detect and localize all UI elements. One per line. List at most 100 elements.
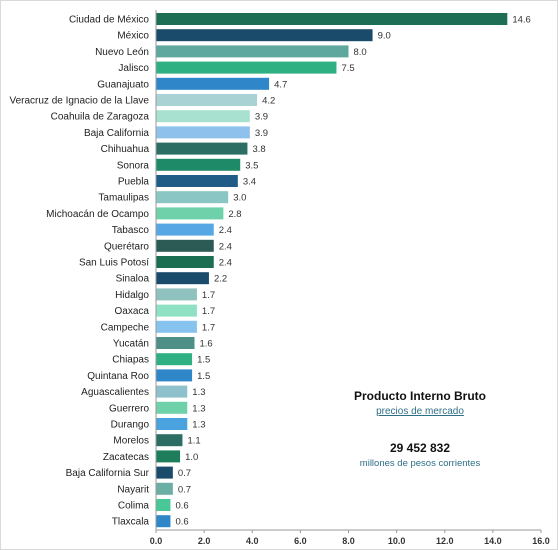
- value-label: 3.9: [255, 112, 268, 123]
- bar: [156, 320, 197, 333]
- info-unit: millones de pesos corrientes: [359, 458, 481, 469]
- value-label: 2.8: [228, 209, 241, 220]
- x-tick-label: 4.0: [246, 536, 259, 546]
- info-box: Producto Interno Bruto precios de mercad…: [340, 389, 500, 469]
- category-label: Guerrero: [109, 403, 149, 414]
- category-label: Michoacán de Ocampo: [46, 209, 149, 220]
- value-label: 1.7: [202, 290, 215, 301]
- info-value: 29 452 832: [389, 441, 451, 455]
- category-label: Guanajuato: [97, 79, 149, 90]
- x-tick-label: 2.0: [198, 536, 211, 546]
- bar: [156, 304, 197, 317]
- category-label: Sinaloa: [116, 274, 150, 285]
- bar: [156, 29, 373, 42]
- category-label: Nuevo León: [95, 47, 149, 58]
- category-label: Baja California: [84, 128, 149, 139]
- value-label: 3.0: [233, 193, 246, 204]
- bar: [156, 499, 171, 511]
- value-label: 1.6: [200, 339, 213, 350]
- bar: [156, 175, 238, 187]
- bar: [156, 515, 171, 528]
- value-label: 3.9: [255, 128, 268, 139]
- bar: [156, 223, 214, 236]
- category-label: Ciudad de México: [69, 15, 149, 26]
- category-label: Jalisco: [118, 63, 149, 74]
- bar: [156, 353, 193, 366]
- value-label: 7.5: [341, 63, 354, 74]
- value-label: 1.5: [197, 355, 210, 366]
- info-title: Producto Interno Bruto: [354, 389, 486, 403]
- category-label: Tamaulipas: [98, 193, 149, 204]
- bar: [156, 239, 214, 252]
- bar: [156, 434, 183, 447]
- x-tick-label: 14.0: [484, 536, 502, 546]
- category-label: Nayarit: [117, 484, 149, 495]
- category-label: Hidalgo: [115, 290, 149, 301]
- value-label: 3.8: [252, 144, 265, 155]
- value-label: 2.4: [219, 225, 232, 236]
- bar: [156, 126, 250, 139]
- value-label: 4.7: [274, 79, 287, 90]
- bar: [156, 207, 224, 220]
- value-label: 2.2: [214, 274, 227, 285]
- category-label: Tlaxcala: [112, 517, 150, 528]
- value-label: 8.0: [354, 47, 367, 58]
- bar: [156, 45, 349, 58]
- bar: [156, 61, 337, 74]
- category-label: Zacatecas: [103, 452, 149, 463]
- value-label: 9.0: [378, 31, 391, 42]
- value-label: 0.7: [178, 468, 191, 479]
- category-label: Chiapas: [112, 355, 149, 366]
- x-tick-label: 6.0: [294, 536, 307, 546]
- category-label: Puebla: [118, 177, 150, 188]
- category-label: Chihuahua: [101, 144, 150, 155]
- value-label: 4.2: [262, 96, 275, 107]
- value-label: 3.5: [245, 160, 258, 171]
- category-label: San Luis Potosí: [79, 258, 149, 269]
- bar: [156, 482, 173, 495]
- bar: [156, 94, 258, 106]
- x-tick-label: 16.0: [532, 536, 550, 546]
- bar: [156, 158, 241, 171]
- bar: [156, 77, 270, 90]
- bar: [156, 401, 188, 414]
- bar: [156, 13, 508, 25]
- value-label: 1.7: [202, 306, 215, 317]
- value-label: 1.1: [187, 436, 200, 447]
- category-label: Quintana Roo: [87, 371, 149, 382]
- bar: [156, 191, 229, 204]
- bar: [156, 110, 250, 123]
- bar: [156, 466, 173, 479]
- bar: [156, 337, 195, 349]
- value-label: 1.3: [192, 387, 205, 398]
- info-subtitle: precios de mercado: [376, 406, 464, 417]
- value-label: 3.4: [243, 177, 256, 188]
- bar: [156, 272, 209, 285]
- category-label: Coahuila de Zaragoza: [51, 112, 150, 123]
- category-label: Campeche: [101, 322, 150, 333]
- value-label: 1.7: [202, 322, 215, 333]
- category-label: Tabasco: [112, 225, 150, 236]
- x-tick-label: 0.0: [150, 536, 163, 546]
- value-label: 2.4: [219, 241, 232, 252]
- category-label: Aguascalientes: [81, 387, 149, 398]
- value-label: 1.3: [192, 403, 205, 414]
- category-label: Yucatán: [113, 339, 149, 350]
- value-label: 1.0: [185, 452, 198, 463]
- value-label: 14.6: [512, 15, 531, 26]
- category-label: Sonora: [117, 160, 150, 171]
- category-label: México: [117, 31, 149, 42]
- bar: [156, 385, 188, 398]
- value-label: 1.3: [192, 420, 205, 431]
- value-label: 2.4: [219, 258, 232, 269]
- category-label: Colima: [118, 501, 150, 512]
- bar: [156, 369, 193, 382]
- value-label: 0.6: [175, 501, 188, 512]
- bar: [156, 450, 181, 463]
- x-tick-label: 12.0: [436, 536, 454, 546]
- category-label: Querétaro: [104, 241, 149, 252]
- x-tick-label: 10.0: [388, 536, 406, 546]
- category-label: Veracruz de Ignacio de la Llave: [9, 96, 149, 107]
- category-label: Baja California Sur: [66, 468, 150, 479]
